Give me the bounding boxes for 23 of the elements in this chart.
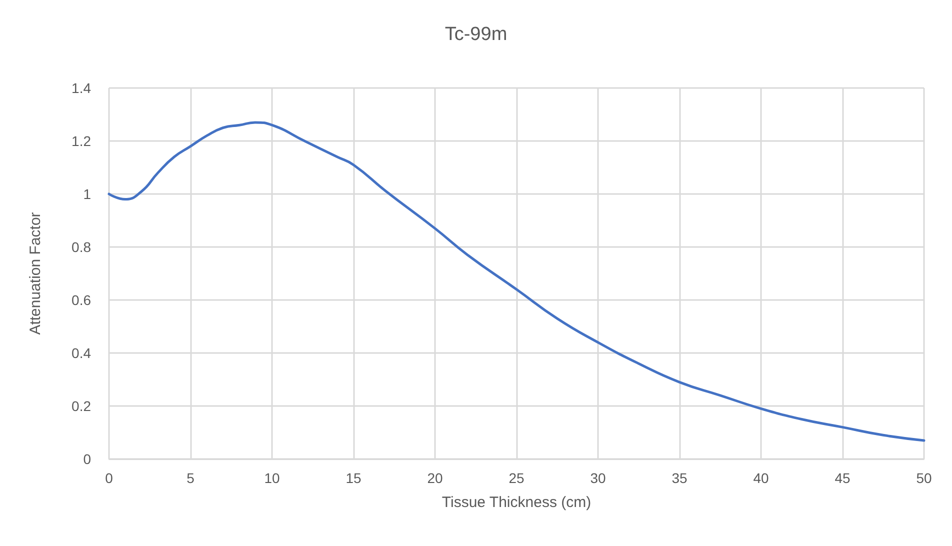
y-tick-label: 0.4 [72,345,92,361]
x-tick-label: 30 [590,470,606,486]
y-tick-label: 0.6 [72,292,92,308]
x-tick-label: 35 [672,470,688,486]
x-axis-title: Tissue Thickness (cm) [442,494,592,511]
chart-title: Tc-99m [444,24,508,45]
x-tick-label: 15 [346,470,362,486]
line-series [108,121,926,442]
x-tick-label: 25 [508,470,524,486]
y-tick-label: 1.2 [72,133,92,149]
y-tick-label: 1.4 [72,80,92,96]
y-tick-label: 0.8 [72,239,92,255]
x-tick-label: 10 [264,470,280,486]
x-tick-label: 50 [916,470,932,486]
x-tick-label: 40 [753,470,769,486]
y-tick-label: 1 [83,186,92,202]
x-tick-label: 0 [105,470,114,486]
y-tick-label: 0.2 [72,398,92,414]
x-tick-label: 5 [186,470,195,486]
y-axis-title: Attenuation Factor [27,212,44,335]
x-tick-label: 45 [834,470,850,486]
y-tick-label: 0 [83,451,92,467]
x-tick-label: 20 [427,470,443,486]
